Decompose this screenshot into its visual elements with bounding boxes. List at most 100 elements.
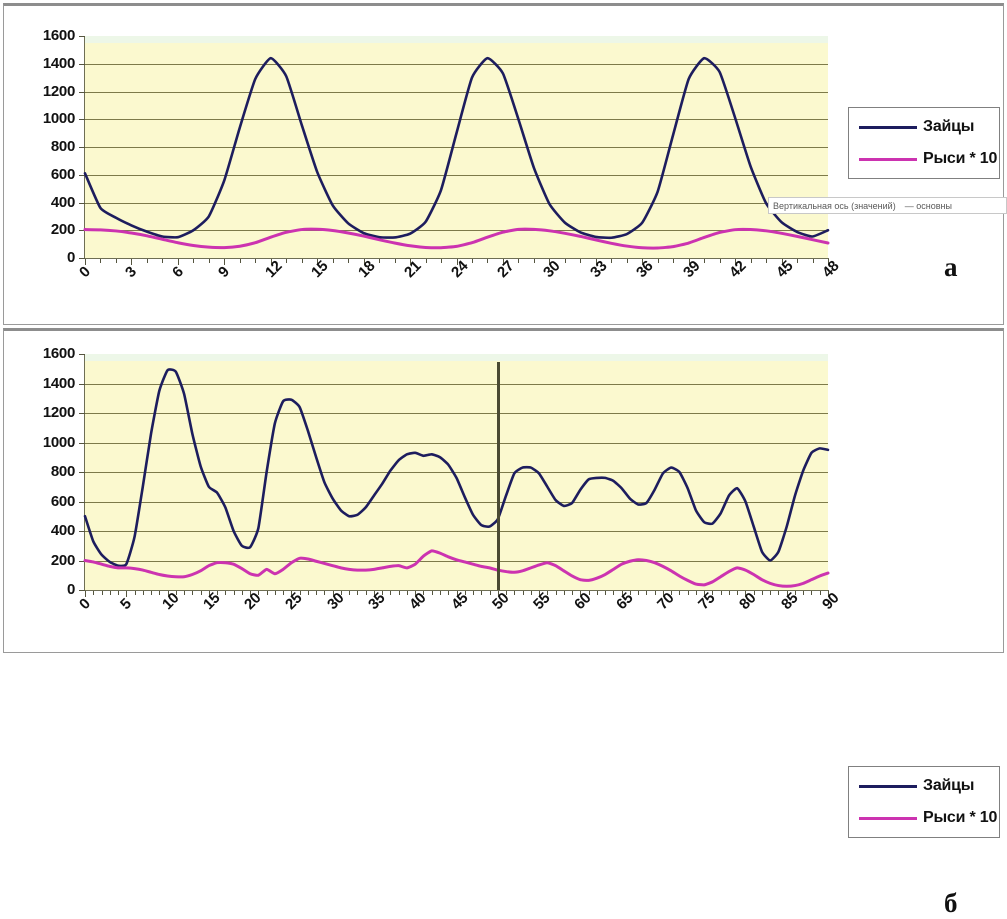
- x-axis-line: [84, 258, 829, 259]
- y-axis-tick-label: 400: [50, 522, 75, 539]
- y-tick: [79, 590, 85, 591]
- y-axis-tick-label: 1400: [42, 54, 75, 72]
- x-tick: [348, 259, 349, 263]
- legend-swatch-lynx-b: [859, 816, 917, 820]
- panel-b-legend: Зайцы Рыси * 10: [848, 766, 1000, 838]
- x-tick: [655, 591, 656, 595]
- x-tick: [410, 259, 411, 265]
- x-tick: [514, 591, 515, 595]
- x-tick: [580, 591, 581, 597]
- x-tick: [696, 591, 697, 595]
- x-tick: [147, 259, 148, 263]
- x-tick: [787, 591, 788, 597]
- x-tick: [689, 259, 690, 265]
- x-tick: [820, 591, 821, 595]
- x-tick: [271, 259, 272, 265]
- y-axis-tick-label: 400: [50, 193, 75, 211]
- x-tick: [465, 591, 466, 595]
- x-tick: [673, 259, 674, 263]
- x-tick: [803, 591, 804, 595]
- x-tick: [613, 591, 614, 595]
- y-tick: [79, 203, 85, 204]
- gridline: [85, 472, 828, 473]
- x-tick: [275, 591, 276, 595]
- y-axis-tick-label: 1400: [42, 374, 75, 392]
- x-tick: [473, 591, 474, 595]
- x-tick: [671, 591, 672, 595]
- x-tick: [622, 591, 623, 597]
- y-axis-tick-label: 1000: [42, 110, 75, 128]
- x-tick: [286, 259, 287, 263]
- x-tick: [547, 591, 548, 595]
- x-tick: [745, 591, 746, 597]
- series-line-lynx: [83, 227, 830, 250]
- x-tick: [688, 591, 689, 595]
- x-tick: [762, 591, 763, 595]
- legend-label-lynx: Рыси * 10: [923, 150, 998, 167]
- legend-label-hares-b: Зайцы: [923, 777, 975, 794]
- panel-b-curves: [83, 368, 830, 588]
- x-tick: [828, 259, 829, 265]
- x-tick: [565, 259, 566, 263]
- x-tick: [349, 591, 350, 595]
- gridline: [85, 413, 828, 414]
- panel-a: 0 200 400 600 800 1000 1200 1400 1600 0 3 6 9 12 15 18…: [0, 0, 1007, 325]
- x-tick: [407, 591, 408, 595]
- x-tick: [441, 259, 442, 263]
- x-tick: [234, 591, 235, 595]
- x-tick: [580, 259, 581, 263]
- legend-entry-hares: Зайцы: [859, 118, 974, 136]
- gridline: [85, 64, 828, 65]
- gridline: [85, 175, 828, 176]
- x-tick: [642, 259, 643, 265]
- x-tick: [729, 591, 730, 595]
- x-tick: [267, 591, 268, 595]
- x-tick: [100, 259, 101, 263]
- y-axis-tick-label: 1200: [42, 404, 75, 421]
- panel-b-letter: б: [944, 888, 958, 918]
- x-tick: [589, 591, 590, 595]
- series-line-hares: [83, 56, 830, 240]
- tooltip-main-text: Вертикальная ось (значений): [773, 200, 896, 211]
- x-tick: [630, 591, 631, 595]
- y-axis-tick-label: 800: [50, 463, 75, 480]
- y-tick: [79, 413, 85, 414]
- y-tick: [79, 443, 85, 444]
- x-tick: [178, 259, 179, 265]
- y-tick: [79, 354, 85, 355]
- y-tick: [79, 258, 85, 259]
- x-tick: [255, 259, 256, 263]
- x-tick: [556, 591, 557, 595]
- y-axis-tick-label: 1000: [42, 433, 75, 451]
- x-tick: [432, 591, 433, 595]
- legend-swatch-hares-b: [859, 784, 917, 788]
- y-axis-tick-label: 600: [50, 492, 75, 510]
- x-tick: [217, 591, 218, 595]
- y-tick: [79, 64, 85, 65]
- x-tick: [795, 591, 796, 595]
- x-tick: [426, 259, 427, 263]
- x-tick: [658, 259, 659, 263]
- x-tick: [782, 259, 783, 265]
- y-tick: [79, 92, 85, 93]
- x-tick: [531, 591, 532, 595]
- x-tick: [721, 591, 722, 595]
- x-tick: [300, 591, 301, 595]
- x-tick: [534, 259, 535, 263]
- legend-swatch-lynx: [859, 157, 917, 161]
- y-axis-tick-label: 200: [50, 221, 75, 239]
- x-tick: [151, 591, 152, 595]
- y-tick: [79, 230, 85, 231]
- series-line-hares: [83, 368, 830, 568]
- x-tick: [605, 591, 606, 595]
- panel-a-curves: [83, 56, 830, 250]
- x-tick: [523, 591, 524, 595]
- x-tick: [457, 591, 458, 597]
- x-tick: [811, 591, 812, 595]
- x-tick: [258, 591, 259, 595]
- x-tick: [379, 259, 380, 263]
- chart-element-tooltip: Вертикальная ось (значений) — основны: [768, 197, 1007, 214]
- x-tick: [457, 259, 458, 265]
- x-tick: [162, 259, 163, 263]
- x-tick: [704, 591, 705, 597]
